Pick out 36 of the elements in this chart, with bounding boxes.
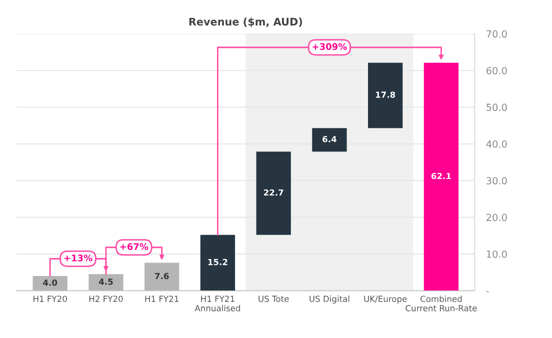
data-label: 62.1 [431,172,451,180]
annotation: +13% [64,254,92,262]
data-label: 22.7 [264,189,284,196]
bar [312,128,347,152]
y-tick-label: 50.0 [486,104,507,112]
x-tick-label: H1 FY21 Annualised [194,296,240,312]
data-label: 4.5 [98,278,113,285]
chart-title: Revenue ($m, AUD) [189,18,302,27]
bar [88,274,124,291]
bar [256,152,291,235]
annotation: +309% [312,43,347,50]
y-tick-label: 20.0 [486,214,507,222]
data-label: 17.8 [376,92,396,98]
x-tick-label: US Tote [258,296,289,302]
x-tick-label: UK/Europe [364,296,407,304]
bar [368,62,403,128]
y-tick-label: 40.0 [486,140,507,148]
x-tick-label: Combined Current Run-Rate [406,296,477,312]
x-tick-label: H2 FY20 [89,296,123,302]
data-label: 7.6 [155,272,169,280]
bar [200,234,236,291]
annotation: +67% [120,243,148,250]
data-label: 15.2 [208,258,228,266]
bar [424,62,459,291]
x-tick-label: H1 FY21 [145,296,178,302]
bar [32,276,68,291]
y-tick-label: - [486,291,489,292]
y-tick-label: 60.0 [486,66,507,74]
y-tick-label: 10.0 [486,250,507,258]
x-tick-label: H1 FY20 [34,296,67,302]
data-label: 4.0 [43,279,58,286]
y-tick-label: 70.0 [486,30,507,38]
y-tick-label: 30.0 [486,177,507,184]
data-label: 6.4 [322,136,336,142]
bar [144,262,180,291]
x-tick-label: US Digital [310,296,350,304]
